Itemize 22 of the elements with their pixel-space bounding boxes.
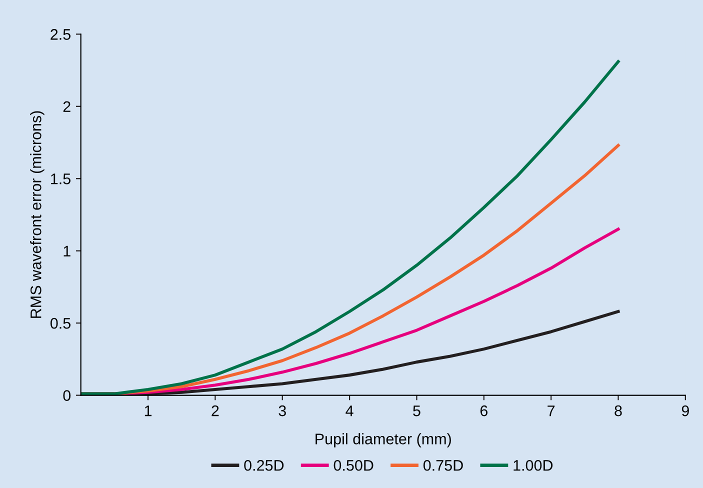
x-axis-title: Pupil diameter (mm) xyxy=(316,433,451,448)
y-tick-label: 1.5 xyxy=(51,174,70,184)
legend-label: 0.25D xyxy=(244,460,284,471)
x-tick-label: 2 xyxy=(212,405,219,416)
legend-label: 0.75D xyxy=(423,460,463,471)
y-tick-label: 2 xyxy=(63,101,70,112)
x-tick-label: 1 xyxy=(144,406,152,416)
y-tick-label: 0 xyxy=(63,390,71,401)
line-series xyxy=(80,60,620,396)
legend-label: 1.00D xyxy=(514,460,553,471)
x-tick-label: 8 xyxy=(614,405,622,416)
x-tick-label: 4 xyxy=(346,406,354,416)
x-tick-label: 5 xyxy=(413,406,420,416)
y-axis-title: RMS wavefront error (microns) xyxy=(30,111,44,318)
legend-label: 0.50D xyxy=(334,460,374,471)
y-tick-label: 1 xyxy=(64,246,70,256)
x-tick-label: 3 xyxy=(278,405,286,416)
x-tick-label: 6 xyxy=(480,405,488,416)
y-tick-label: 2.5 xyxy=(50,29,70,40)
y-tick-label: 0.5 xyxy=(50,318,70,329)
x-tick-label: 9 xyxy=(682,405,689,416)
x-tick-label: 7 xyxy=(548,406,555,416)
